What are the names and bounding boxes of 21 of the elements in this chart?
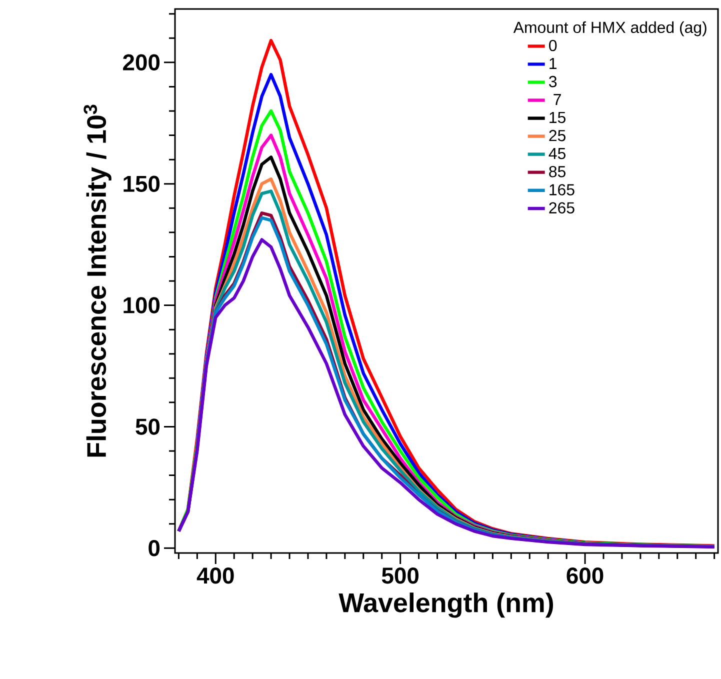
y-tick-label: 0 (148, 540, 160, 556)
y-tick-label: 200 (123, 54, 160, 71)
legend-label: 3 (549, 76, 557, 88)
legend-label: 7 (554, 94, 561, 106)
x-axis-title: Wavelength (nm) (338, 592, 553, 618)
y-tick-label: 50 (136, 418, 160, 435)
x-tick-label: 500 (382, 568, 419, 584)
legend-label: 165 (550, 184, 574, 196)
x-tick-label: 400 (196, 568, 234, 584)
x-tick-label: 600 (566, 568, 604, 584)
legend-label: 25 (549, 130, 566, 142)
legend-label: 0 (549, 40, 557, 52)
y-tick-label: 150 (124, 176, 160, 192)
y-tick-label: 100 (124, 297, 160, 314)
legend-title: Amount of HMX added (ag) (513, 21, 706, 36)
y-axis-title: Fluorescence Intensity / 10$^{3}$ (84, 104, 112, 457)
legend-label: 265 (549, 202, 574, 214)
legend-label: 15 (550, 112, 566, 124)
legend-label: 1 (550, 58, 557, 69)
legend-label: 85 (549, 166, 566, 178)
legend-label: 45 (548, 148, 566, 160)
